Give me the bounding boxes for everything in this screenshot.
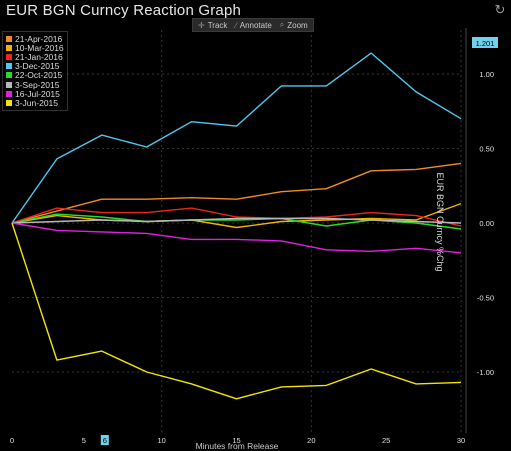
legend-item[interactable]: 16-Jul-2015	[6, 88, 64, 99]
annotate-button[interactable]: ∕ Annotate	[235, 21, 271, 30]
magnifier-icon: ⌕	[279, 20, 285, 29]
legend-label: 3-Jun-2015	[15, 97, 59, 108]
legend-swatch	[6, 72, 12, 79]
legend-swatch	[6, 90, 12, 97]
zoom-label: Zoom	[287, 20, 308, 30]
track-label: Track	[207, 20, 228, 30]
legend-item[interactable]: 3-Dec-2015	[6, 61, 64, 72]
y-tick-label: -0.50	[477, 294, 494, 303]
legend-swatch	[6, 63, 12, 70]
y-tick-label: -1.00	[477, 368, 494, 377]
chart-toolbar: ✛ Track ∕ Annotate ⌕ Zoom	[192, 18, 314, 32]
legend-swatch	[6, 44, 12, 51]
legend-label: 21-Apr-2016	[15, 33, 63, 44]
legend-label: 16-Jul-2015	[15, 88, 60, 99]
x-axis-label: Minutes from Release	[195, 441, 279, 451]
legend-swatch	[6, 81, 12, 88]
zoom-button[interactable]: ⌕ Zoom	[280, 20, 308, 30]
series-line-16-Jul-2015	[11, 222, 462, 254]
chart-title: EUR BGN Curncy Reaction Graph	[6, 2, 242, 19]
legend-item[interactable]: 21-Jan-2016	[6, 51, 64, 62]
legend-item[interactable]: 22-Oct-2015	[6, 70, 64, 81]
pencil-icon: ∕	[235, 20, 237, 30]
legend: 21-Apr-2016 10-Mar-2016 21-Jan-2016 3-Dec-2…	[2, 31, 68, 111]
y-tick-label: 0.00	[479, 219, 494, 228]
x-tick-label: 0	[10, 436, 14, 445]
x-tick-label: 5	[82, 436, 86, 445]
x-tick-highlight	[100, 435, 109, 445]
crosshair-icon: ✛	[198, 20, 205, 30]
annotate-label: Annotate	[239, 20, 272, 30]
x-tick-label: 10	[157, 436, 165, 445]
y-axis-label: EUR BGN Curncy %Chg	[435, 172, 445, 272]
legend-swatch	[6, 53, 12, 60]
series-line-10-Mar-2016	[11, 202, 462, 229]
legend-label: 22-Oct-2015	[15, 70, 63, 81]
series-line-3-Jun-2015	[11, 222, 462, 400]
legend-item[interactable]: 3-Sep-2015	[6, 79, 64, 90]
track-button[interactable]: ✛ Track	[198, 21, 227, 30]
y-tick-label: 0.50	[479, 145, 494, 154]
refresh-icon[interactable]: ↻	[494, 2, 506, 17]
last-value-label: 1.201	[476, 39, 495, 48]
series-line-21-Apr-2016	[11, 162, 462, 224]
legend-label: 3-Dec-2015	[15, 61, 60, 72]
x-tick-label: 30	[457, 436, 465, 445]
y-tick-label: 1.00	[479, 70, 494, 79]
series-line-3-Dec-2015	[11, 52, 462, 224]
legend-label: 21-Jan-2016	[15, 51, 63, 62]
legend-label: 3-Sep-2015	[15, 79, 60, 90]
legend-item[interactable]: 21-Apr-2016	[6, 33, 64, 44]
last-value-tag	[472, 37, 498, 48]
x-tick-label: 25	[382, 436, 390, 445]
legend-swatch	[6, 99, 12, 106]
legend-swatch	[6, 35, 12, 42]
x-tick-label: 6	[103, 436, 107, 445]
legend-label: 10-Mar-2016	[15, 42, 64, 53]
x-tick-label: 20	[307, 436, 315, 445]
legend-item[interactable]: 10-Mar-2016	[6, 42, 64, 53]
series-line-21-Jan-2016	[11, 207, 462, 227]
x-tick-label: 15	[232, 436, 240, 445]
series-line-3-Sep-2015	[11, 217, 462, 224]
legend-item[interactable]: 3-Jun-2015	[6, 97, 64, 108]
